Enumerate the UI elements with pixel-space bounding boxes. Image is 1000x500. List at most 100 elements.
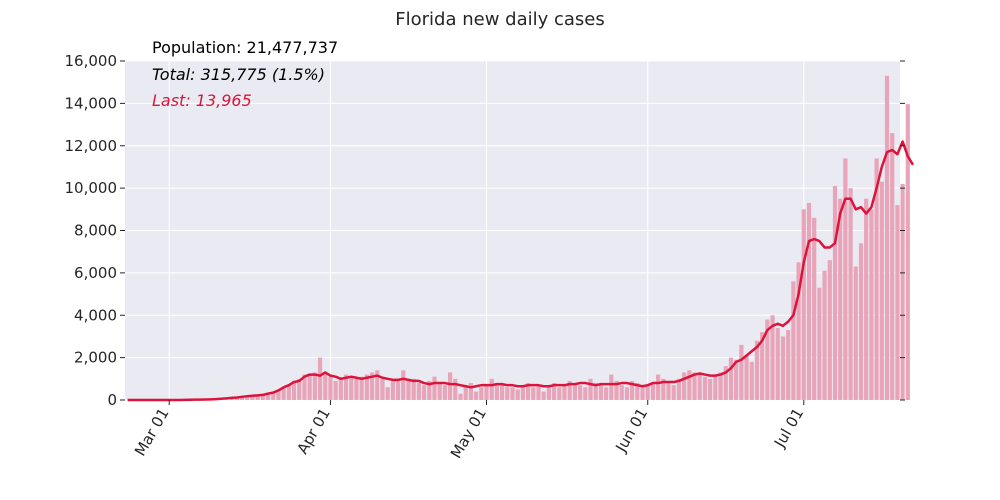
bar <box>557 387 562 400</box>
bar <box>317 357 323 400</box>
bar <box>312 372 317 400</box>
bar <box>505 387 510 400</box>
x-axis: Mar 01 Apr 01 May 01 Jun 01 Jul 01 <box>131 400 807 462</box>
bar <box>853 266 858 400</box>
bar <box>760 332 765 400</box>
y-tick-label: 6,000 <box>74 264 117 282</box>
bar <box>453 378 458 400</box>
bar <box>869 209 874 400</box>
bar <box>520 385 526 400</box>
bar <box>473 391 479 400</box>
x-tick-label: Jul 01 <box>770 405 807 451</box>
bar <box>349 376 354 400</box>
bar <box>375 370 380 400</box>
bar <box>754 340 760 400</box>
bar <box>526 383 531 400</box>
bar <box>593 383 598 400</box>
bar <box>432 376 437 400</box>
bar <box>333 380 338 400</box>
bar <box>239 396 245 400</box>
bar <box>297 378 302 400</box>
bar <box>645 385 650 400</box>
bar <box>447 372 453 400</box>
bar <box>713 374 718 400</box>
bar <box>245 396 250 400</box>
bar <box>338 378 343 400</box>
gridlines <box>125 60 900 401</box>
bar <box>421 385 427 400</box>
bar <box>791 281 796 400</box>
bar <box>656 374 661 400</box>
bar <box>484 385 489 400</box>
bar <box>630 380 635 400</box>
bar <box>832 186 838 400</box>
bar <box>650 383 656 400</box>
bar <box>609 374 614 400</box>
bar <box>385 387 390 400</box>
population-annotation: Population: 21,477,737 <box>152 38 338 57</box>
bar <box>692 372 697 400</box>
bar <box>343 374 349 400</box>
x-tick-label: Mar 01 <box>131 405 173 459</box>
bar <box>583 387 588 400</box>
bar <box>307 373 312 400</box>
bar <box>884 75 890 401</box>
bar <box>682 372 687 400</box>
bar <box>661 378 666 400</box>
bar <box>739 344 744 400</box>
bar <box>697 372 702 400</box>
bar <box>489 378 494 400</box>
y-tick-label: 2,000 <box>74 349 117 367</box>
bar <box>499 385 505 400</box>
bar <box>890 133 895 400</box>
bar <box>734 359 739 400</box>
bar <box>817 287 822 400</box>
bar <box>770 315 775 400</box>
y-tick-label: 0 <box>107 391 117 409</box>
bar <box>369 372 375 400</box>
bar <box>874 158 879 400</box>
bar <box>858 243 864 400</box>
y-tick-label: 12,000 <box>65 137 118 155</box>
bar <box>442 385 447 400</box>
bar <box>458 393 463 400</box>
bar <box>515 389 520 400</box>
bar <box>827 260 832 400</box>
bar <box>718 372 723 400</box>
y-axis: 0 2,000 4,000 6,000 8,000 10,000 12,000 14,000 1… <box>65 52 905 409</box>
x-tick-label: Apr 01 <box>293 405 333 457</box>
last-annotation: Last: 13,965 <box>152 91 252 110</box>
bar <box>536 385 541 400</box>
moving-average-line <box>127 140 915 402</box>
bar <box>572 383 578 400</box>
bar <box>806 202 812 400</box>
bar <box>796 262 801 400</box>
bar <box>812 217 817 400</box>
bar <box>260 394 265 400</box>
bar <box>546 387 552 400</box>
bar <box>614 380 619 400</box>
bar <box>468 383 473 400</box>
bar <box>364 374 369 400</box>
y-tick-label: 4,000 <box>74 306 117 324</box>
bar <box>635 383 640 400</box>
bar <box>416 383 421 400</box>
bar <box>822 270 827 400</box>
bar <box>302 374 307 400</box>
bar <box>895 205 900 400</box>
bar <box>744 355 749 400</box>
bar <box>775 327 780 400</box>
bar <box>437 383 442 400</box>
bar <box>395 378 401 400</box>
bar <box>286 385 291 400</box>
bar <box>567 380 572 400</box>
bar <box>359 376 364 400</box>
x-tick-label: May 01 <box>447 405 490 462</box>
bar <box>380 378 385 400</box>
bar <box>624 387 630 400</box>
bars <box>182 75 910 401</box>
bar <box>848 188 853 400</box>
bar <box>494 383 499 400</box>
total-annotation: Total: 315,775 (1.5%) <box>152 65 325 84</box>
bar <box>281 387 286 400</box>
